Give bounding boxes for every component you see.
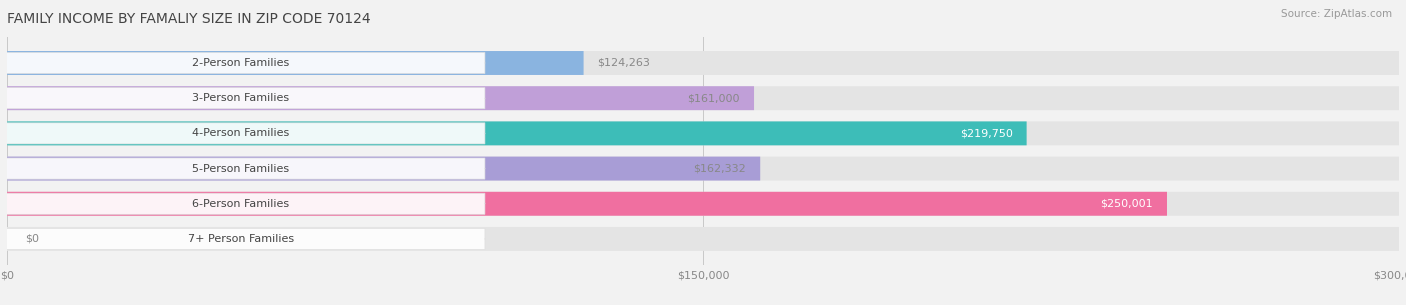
FancyBboxPatch shape: [7, 156, 1399, 181]
Text: $162,332: $162,332: [693, 163, 747, 174]
FancyBboxPatch shape: [7, 86, 1399, 110]
FancyBboxPatch shape: [7, 121, 1026, 145]
Text: $250,001: $250,001: [1101, 199, 1153, 209]
FancyBboxPatch shape: [7, 192, 1399, 216]
FancyBboxPatch shape: [7, 121, 1399, 145]
Text: 5-Person Families: 5-Person Families: [193, 163, 290, 174]
FancyBboxPatch shape: [0, 158, 485, 179]
Text: 6-Person Families: 6-Person Families: [193, 199, 290, 209]
FancyBboxPatch shape: [7, 51, 1399, 75]
Text: $124,263: $124,263: [598, 58, 651, 68]
FancyBboxPatch shape: [7, 156, 761, 181]
Text: $219,750: $219,750: [960, 128, 1012, 138]
Text: 3-Person Families: 3-Person Families: [193, 93, 290, 103]
FancyBboxPatch shape: [7, 86, 754, 110]
FancyBboxPatch shape: [0, 123, 485, 144]
FancyBboxPatch shape: [7, 227, 1399, 251]
Text: FAMILY INCOME BY FAMALIY SIZE IN ZIP CODE 70124: FAMILY INCOME BY FAMALIY SIZE IN ZIP COD…: [7, 12, 371, 26]
Text: 4-Person Families: 4-Person Families: [193, 128, 290, 138]
Text: 2-Person Families: 2-Person Families: [193, 58, 290, 68]
FancyBboxPatch shape: [7, 192, 1167, 216]
Text: Source: ZipAtlas.com: Source: ZipAtlas.com: [1281, 9, 1392, 19]
FancyBboxPatch shape: [7, 51, 583, 75]
Text: 7+ Person Families: 7+ Person Families: [188, 234, 294, 244]
Text: $161,000: $161,000: [688, 93, 740, 103]
FancyBboxPatch shape: [0, 193, 485, 214]
Text: $0: $0: [25, 234, 39, 244]
FancyBboxPatch shape: [0, 228, 485, 249]
FancyBboxPatch shape: [0, 52, 485, 74]
FancyBboxPatch shape: [0, 88, 485, 109]
